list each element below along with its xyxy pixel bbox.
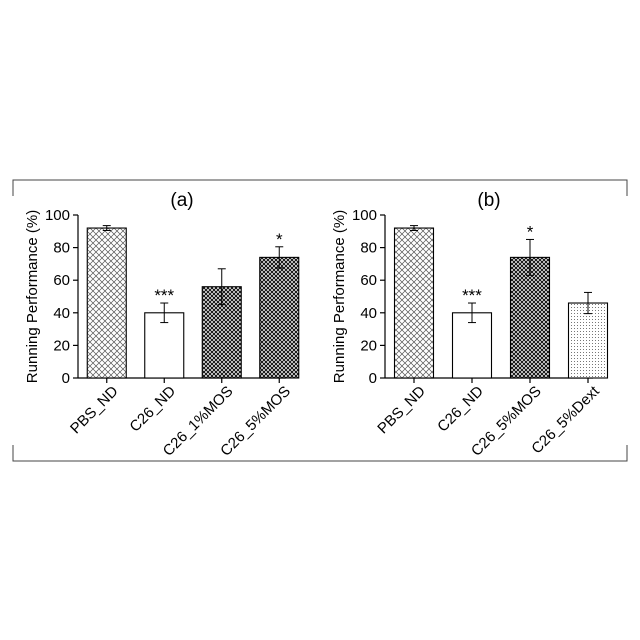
y-tick-label: 40 <box>360 305 377 322</box>
y-axis-label: Running Performance (%) <box>331 210 348 383</box>
bar <box>260 257 299 378</box>
bar <box>87 228 126 378</box>
y-tick-label: 60 <box>53 272 70 289</box>
category-label: PBS_ND <box>67 383 122 438</box>
bar <box>569 303 608 378</box>
y-tick-label: 40 <box>53 305 70 322</box>
significance-label: * <box>276 230 283 249</box>
y-tick-label: 100 <box>352 207 377 224</box>
bar <box>395 228 434 378</box>
y-tick-label: 60 <box>360 272 377 289</box>
y-axis-label: Running Performance (%) <box>24 210 41 383</box>
panel-title: (a) <box>170 190 193 211</box>
category-label: C26_ND <box>434 383 487 436</box>
y-tick-label: 0 <box>369 370 377 387</box>
y-tick-label: 0 <box>62 370 70 387</box>
y-tick-label: 80 <box>53 240 70 257</box>
significance-label: *** <box>462 286 482 305</box>
y-tick-label: 20 <box>360 337 377 354</box>
significance-label: * <box>527 222 534 241</box>
y-tick-label: 100 <box>45 207 70 224</box>
significance-label: *** <box>154 286 174 305</box>
chart-panel-a: (a) Running Performance (%) 0 20 40 60 80 100 PB… <box>24 190 299 460</box>
y-tick-label: 80 <box>360 240 377 257</box>
category-label: C26_ND <box>126 383 179 436</box>
panel-title: (b) <box>477 190 500 211</box>
category-label: PBS_ND <box>374 383 429 438</box>
chart-panel-b: (b) Running Performance (%) 0 20 40 60 80 100 PB… <box>331 190 608 460</box>
y-tick-label: 20 <box>53 337 70 354</box>
